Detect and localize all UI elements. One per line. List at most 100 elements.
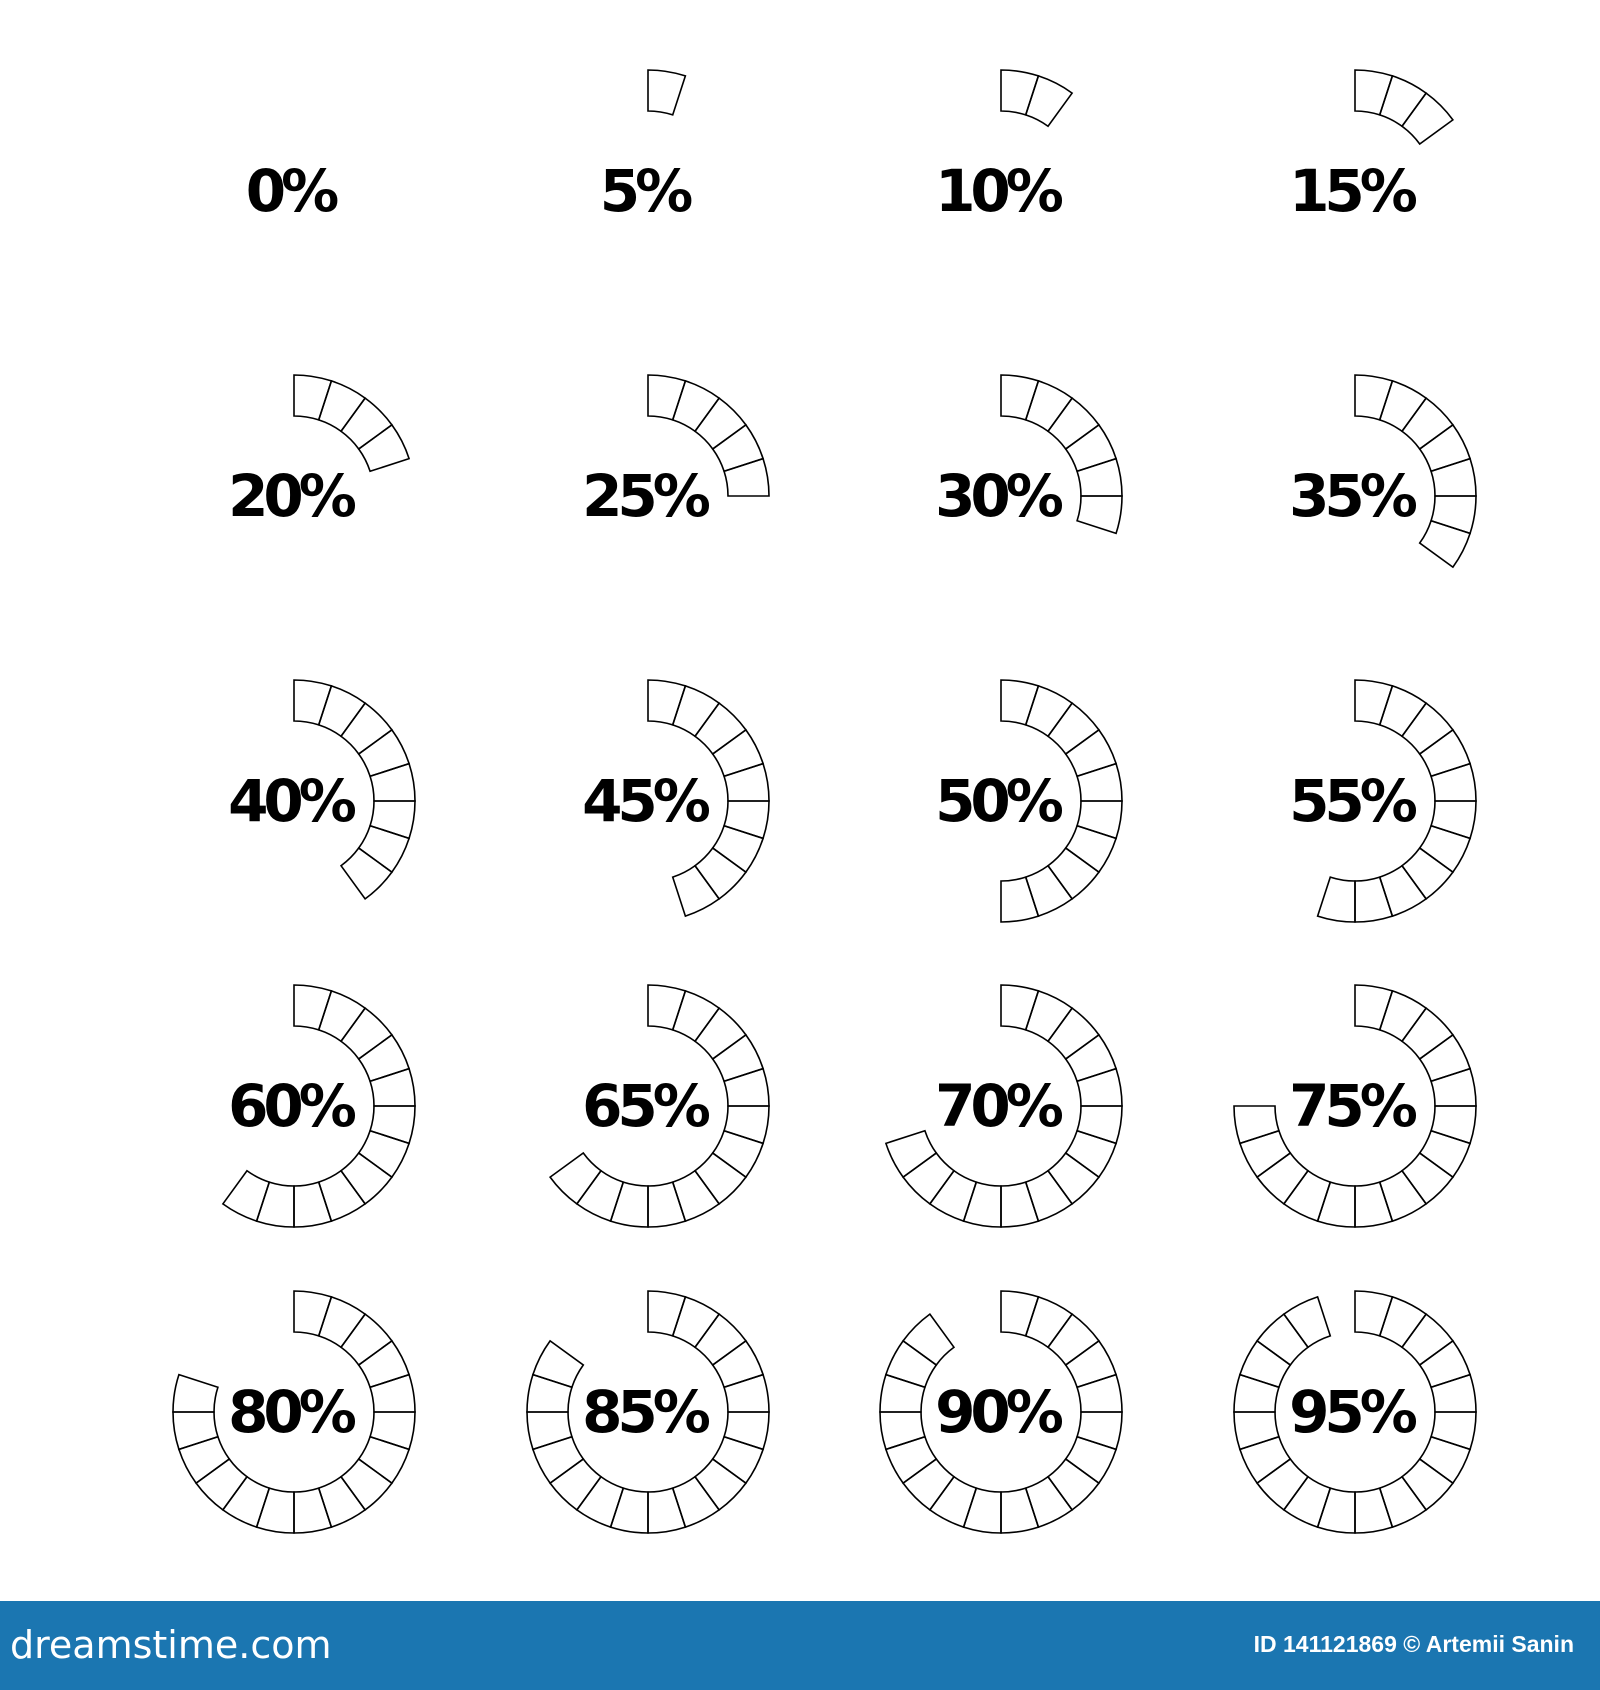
value-label: 75% [1289, 1072, 1417, 1140]
ring-segment [1282, 1169, 1332, 1223]
progress-ring [548, 984, 770, 1228]
ring-segment [1400, 91, 1455, 146]
progress-ring [647, 679, 770, 918]
value-label: 80% [228, 1378, 356, 1446]
ring-segment [339, 846, 394, 901]
ring-segment [1400, 396, 1455, 451]
ring-segment [693, 701, 748, 756]
ring-segment [317, 1169, 367, 1223]
ring-segment [293, 1181, 333, 1228]
ring-segment [575, 1169, 625, 1223]
value-label: 10% [935, 157, 1063, 225]
ring-segment [339, 701, 394, 756]
ring-segment [177, 1435, 231, 1485]
value-label: 65% [582, 1072, 710, 1140]
value-label: 55% [1289, 767, 1417, 835]
ring-segment [711, 423, 765, 473]
ring-segment [339, 396, 394, 451]
ring-segment [1024, 989, 1074, 1043]
ring-segment [1046, 1312, 1101, 1367]
ring-segment [1064, 824, 1118, 874]
ring-segment [221, 1475, 271, 1529]
ring-segment [172, 1373, 219, 1413]
ring-segment [1238, 1129, 1292, 1179]
ring-segment [339, 1151, 394, 1206]
ring-segment [1046, 1006, 1101, 1061]
ring-segment [1076, 1067, 1123, 1107]
ring-segment [548, 1457, 603, 1512]
ring-segment [711, 824, 765, 874]
ring-segment [1238, 1435, 1292, 1485]
ring-segment [1378, 1295, 1428, 1349]
ring-segment [693, 1457, 748, 1512]
ring-segment [1400, 1151, 1455, 1206]
ring-segment [317, 379, 367, 433]
progress-ring [526, 1290, 770, 1534]
ring-segment [693, 1312, 748, 1367]
ring-segment [1064, 1339, 1118, 1389]
ring-segment [693, 1006, 748, 1061]
ring-segment [1430, 1373, 1477, 1413]
ring-segment [1064, 1435, 1118, 1485]
ring-segment [1418, 423, 1472, 473]
logo[interactable]: dreamstime.com [10, 1623, 332, 1667]
ring-segment [1378, 989, 1428, 1043]
ring-segment [723, 1067, 770, 1107]
ring-segment [901, 1457, 956, 1512]
ring-segment [1064, 728, 1118, 778]
ring-segment [1076, 457, 1123, 497]
ring-segment [1282, 1475, 1332, 1529]
chart: 0% 5% 10% 15% 20% 25% 30% 35% 40% 45% 50% 55% 60% 65%… [172, 69, 1477, 1534]
ring-segment [1400, 846, 1455, 901]
ring-segment [1418, 1339, 1472, 1389]
ring-segment [369, 1067, 416, 1107]
ring-segment [1046, 701, 1101, 756]
value-label: 45% [582, 767, 710, 835]
ring-segment [1024, 684, 1074, 738]
ring-segment [671, 989, 721, 1043]
ring-segment [339, 1312, 394, 1367]
ring-segment [1255, 1457, 1310, 1512]
ring-segment [1024, 1475, 1074, 1529]
ring-segment [1418, 1435, 1472, 1485]
ring-segment [357, 1033, 411, 1083]
ring-segment [1400, 701, 1455, 756]
ring-segment [928, 1475, 978, 1529]
ring-segment [647, 69, 687, 116]
progress-ring [879, 1290, 1123, 1534]
ring-segment [575, 1475, 625, 1529]
ring-segment [723, 1373, 770, 1413]
value-label: 90% [935, 1378, 1063, 1446]
ring-segment [194, 1457, 249, 1512]
ring-segment [723, 457, 770, 497]
value-label: 15% [1289, 157, 1417, 225]
ring-segment [1064, 423, 1118, 473]
ring-segment [1024, 864, 1074, 918]
ring-segment [671, 864, 721, 918]
ring-segment [1378, 1169, 1428, 1223]
value-label: 0% [246, 157, 338, 225]
ring-segment [711, 1339, 765, 1389]
value-label: 25% [582, 462, 710, 530]
ring-segment [357, 423, 411, 473]
ring-segment [884, 1339, 938, 1389]
ring-segment [1046, 846, 1101, 901]
ring-segment [1000, 1181, 1040, 1228]
ring-segment [1378, 864, 1428, 918]
progress-ring [293, 679, 416, 901]
value-label: 5% [600, 157, 692, 225]
ring-segment [1024, 74, 1074, 128]
ring-segment [671, 1475, 721, 1529]
ring-segment [671, 379, 721, 433]
progress-ring [1000, 679, 1123, 923]
ring-segment [369, 762, 416, 802]
ring-segment [526, 1411, 573, 1451]
ring-segment [1354, 1487, 1394, 1534]
ring-segment [1418, 824, 1472, 874]
progress-ring [647, 69, 687, 116]
ring-segment [357, 1129, 411, 1179]
ring-segment [1378, 684, 1428, 738]
ring-segment [317, 1475, 367, 1529]
value-label: 20% [228, 462, 356, 530]
